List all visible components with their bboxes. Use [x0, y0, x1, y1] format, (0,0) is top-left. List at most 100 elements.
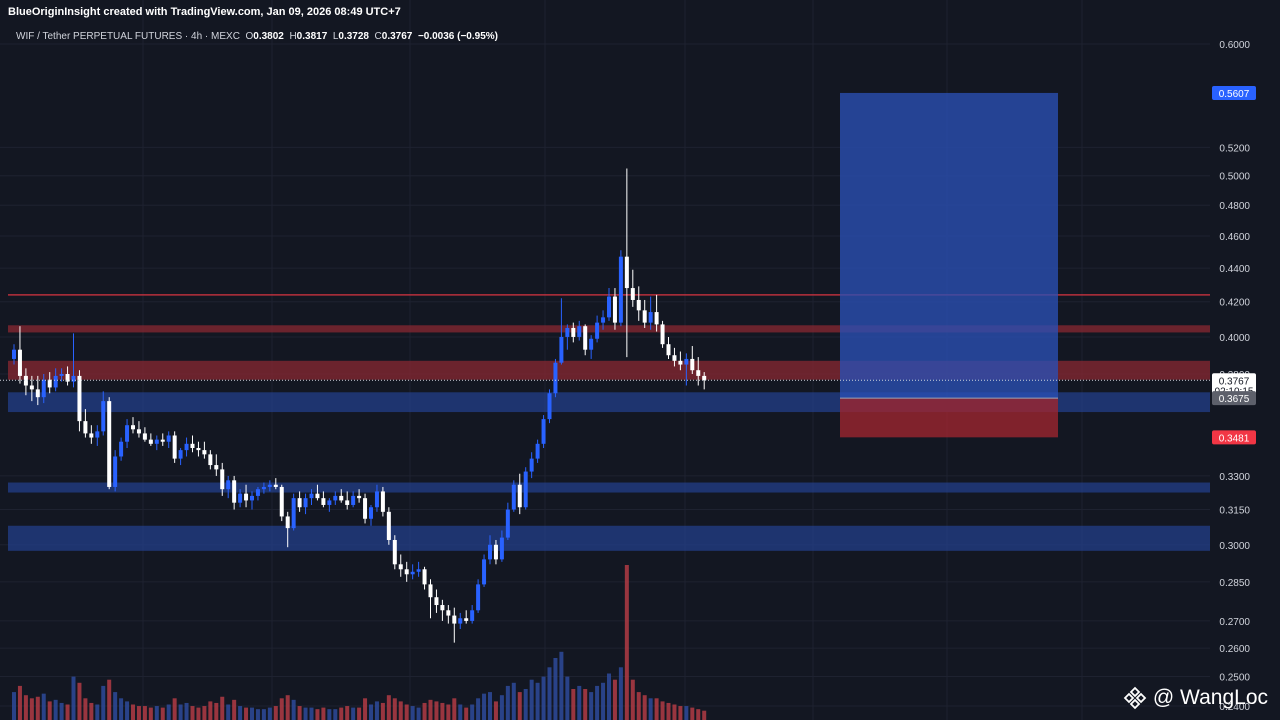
- volume-bar: [279, 698, 284, 720]
- axis-tick-label: 0.2400: [1219, 702, 1250, 713]
- candle-body: [315, 493, 320, 499]
- candle-body: [559, 336, 564, 363]
- candle-body: [303, 498, 308, 508]
- volume-bar: [440, 702, 445, 720]
- volume-bar: [208, 701, 213, 720]
- volume-bar: [232, 699, 237, 720]
- candle-body: [309, 493, 314, 499]
- volume-bar: [59, 702, 64, 720]
- long-position-tool[interactable]: [840, 92, 1058, 438]
- chart-credit: BlueOriginInsight created with TradingVi…: [8, 6, 401, 18]
- low-value: 0.3728: [338, 31, 369, 42]
- volume-bar: [172, 698, 177, 720]
- candle-body: [89, 433, 94, 438]
- volume-bar: [47, 701, 52, 720]
- candle-body: [380, 491, 385, 512]
- candle-body: [160, 439, 165, 442]
- volume-bar: [131, 704, 135, 720]
- axis-tick-label: 0.4000: [1219, 333, 1250, 344]
- candle-body: [363, 498, 368, 519]
- volume-bar: [196, 707, 201, 720]
- candle-body: [142, 433, 147, 440]
- volume-bar: [321, 707, 326, 720]
- candle-body: [529, 458, 534, 472]
- candle-body: [565, 327, 570, 337]
- volume-bars: [12, 565, 707, 720]
- candle-body: [71, 375, 76, 382]
- volume-bar: [666, 702, 671, 720]
- volume-bar: [654, 698, 659, 720]
- candle-body: [696, 370, 701, 376]
- volume-bar: [202, 706, 207, 720]
- volume-bar: [65, 704, 70, 720]
- candle-body: [113, 456, 118, 487]
- candle-body: [327, 500, 332, 505]
- volume-bar: [255, 709, 260, 720]
- candle-body: [535, 443, 540, 459]
- volume-bar: [339, 707, 344, 720]
- candle-body: [601, 317, 606, 323]
- volume-bar: [315, 709, 320, 720]
- zone-blue: [8, 482, 1210, 493]
- candle-body: [261, 486, 266, 490]
- volume-bar: [470, 704, 475, 720]
- volume-bar: [464, 707, 469, 720]
- volume-bar: [250, 707, 254, 720]
- candle-body: [255, 489, 260, 496]
- close-label: C: [374, 31, 382, 42]
- candle-body: [446, 610, 451, 616]
- candle-body: [523, 471, 528, 508]
- volume-bar: [363, 698, 368, 720]
- watermark: @ WangLoc: [1123, 686, 1268, 710]
- volume-bar: [488, 692, 492, 720]
- candle-body: [517, 484, 522, 508]
- candle-body: [250, 495, 254, 501]
- candle-body: [47, 379, 52, 388]
- volume-bar: [184, 702, 189, 720]
- candle-body: [17, 349, 22, 376]
- candle-body: [12, 349, 16, 359]
- candle-body: [684, 358, 689, 365]
- candle-body: [636, 299, 641, 311]
- candle-body: [702, 375, 707, 381]
- candle-body: [23, 375, 28, 386]
- volume-bar: [107, 679, 112, 720]
- candle-body: [654, 312, 659, 325]
- volume-bar: [702, 710, 707, 720]
- volume-bar: [529, 679, 534, 720]
- volume-bar: [404, 704, 409, 720]
- candle-body: [136, 429, 141, 434]
- volume-bar: [273, 706, 278, 720]
- volume-bar: [618, 667, 623, 720]
- volume-bar: [309, 707, 314, 720]
- volume-bar: [523, 689, 528, 720]
- volume-bar: [125, 701, 130, 720]
- axis-tick-label: 0.4600: [1219, 232, 1250, 243]
- volume-bar: [374, 701, 379, 720]
- axis-tick-label: 0.4800: [1219, 201, 1250, 212]
- candle-body: [690, 358, 695, 371]
- volume-bar: [160, 707, 165, 720]
- volume-bar: [214, 702, 219, 720]
- candle-body: [125, 425, 130, 442]
- volume-bar: [583, 689, 588, 720]
- volume-bar: [95, 704, 100, 720]
- axis-tick-label: 0.2850: [1219, 578, 1250, 589]
- volume-bar: [696, 709, 701, 720]
- volume-bar: [327, 709, 332, 720]
- volume-bar: [410, 706, 415, 720]
- binance-logo-icon: [1123, 686, 1147, 710]
- candle-body: [357, 495, 362, 499]
- candle-body: [351, 495, 356, 505]
- candle-body: [41, 379, 46, 398]
- position-target-zone: [840, 92, 1058, 399]
- volume-bar: [446, 704, 451, 720]
- price-label-entry: [1212, 391, 1256, 406]
- volume-bar: [154, 706, 159, 720]
- candle-body: [279, 486, 284, 517]
- volume-bar: [142, 706, 147, 720]
- candle-body: [267, 484, 272, 487]
- candle-body: [226, 480, 231, 490]
